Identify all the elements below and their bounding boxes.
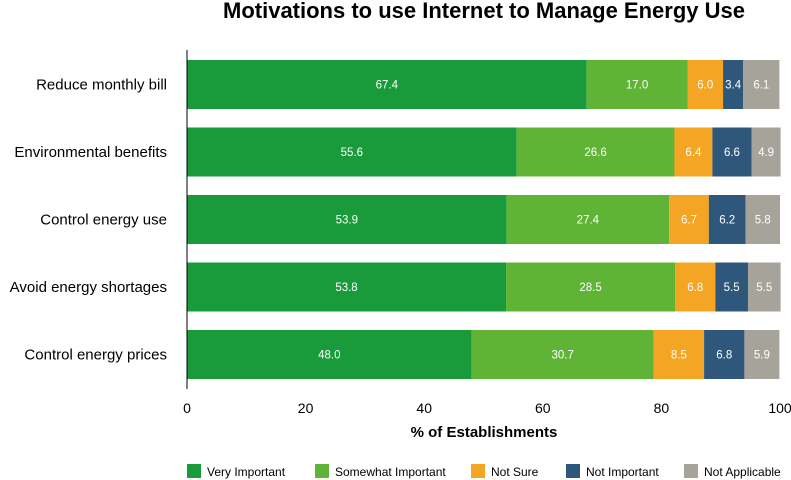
legend-swatch bbox=[315, 464, 329, 478]
data-label: 5.9 bbox=[754, 350, 770, 362]
legend-swatch bbox=[471, 464, 485, 478]
data-label: 6.0 bbox=[697, 80, 713, 92]
bar-segment bbox=[586, 60, 688, 109]
bar-segment bbox=[723, 60, 744, 109]
x-tick-label: 40 bbox=[416, 400, 432, 416]
data-label: 17.0 bbox=[626, 80, 648, 92]
bar-segment bbox=[712, 127, 752, 177]
bars-layer: 67.4 17.0 6.0 3.4 6.1 55.6 26.6 6.4 6.6 4.9 53.9 27… bbox=[187, 60, 781, 379]
bar-segment bbox=[187, 195, 507, 244]
legend-label: Not Applicable bbox=[704, 465, 781, 479]
data-label: 53.8 bbox=[335, 282, 357, 294]
bar-segment bbox=[674, 127, 713, 177]
category-label: Reduce monthly bill bbox=[36, 77, 167, 94]
bar-segment bbox=[653, 330, 705, 379]
bar-segment bbox=[704, 330, 745, 379]
bar-segment bbox=[715, 262, 748, 312]
data-label: 48.0 bbox=[318, 350, 340, 362]
legend-swatch bbox=[566, 464, 580, 478]
data-label: 5.5 bbox=[756, 282, 772, 294]
legend: Very Important Somewhat Important Not Sure… bbox=[187, 464, 781, 479]
bar-segment bbox=[669, 195, 709, 244]
data-label: 6.4 bbox=[685, 147, 702, 159]
data-label: 55.6 bbox=[341, 147, 363, 159]
legend-swatch bbox=[187, 464, 201, 478]
bar-segment bbox=[743, 60, 780, 109]
x-axis-label: % of Establishments bbox=[411, 424, 558, 441]
data-label: 4.9 bbox=[758, 147, 774, 159]
bar-segment bbox=[506, 262, 676, 312]
category-label: Control energy use bbox=[40, 212, 167, 229]
bar-segment bbox=[471, 330, 654, 379]
bar-segment bbox=[187, 60, 587, 109]
category-label: Environmental benefits bbox=[14, 144, 167, 161]
data-label: 26.6 bbox=[584, 147, 606, 159]
x-tick-label: 0 bbox=[183, 400, 191, 416]
legend-label: Not Sure bbox=[491, 465, 539, 479]
data-label: 3.4 bbox=[725, 80, 742, 92]
legend-label: Very Important bbox=[207, 465, 286, 479]
legend-label: Somewhat Important bbox=[335, 465, 446, 479]
data-label: 53.9 bbox=[336, 215, 358, 227]
x-tick-label: 80 bbox=[654, 400, 670, 416]
data-label: 8.5 bbox=[671, 350, 687, 362]
data-label: 6.8 bbox=[716, 350, 732, 362]
data-label: 27.4 bbox=[577, 215, 600, 227]
x-tick-label: 60 bbox=[535, 400, 551, 416]
bar-segment bbox=[187, 127, 517, 177]
data-label: 28.5 bbox=[579, 282, 601, 294]
data-label: 67.4 bbox=[376, 80, 399, 92]
bar-segment bbox=[675, 262, 716, 312]
data-label: 6.1 bbox=[753, 80, 769, 92]
bar-segment bbox=[747, 262, 781, 312]
bar-segment bbox=[744, 330, 780, 379]
data-label: 6.7 bbox=[681, 215, 697, 227]
x-tick-label: 100 bbox=[768, 400, 791, 416]
bar-segment bbox=[187, 262, 507, 312]
chart-title: Motivations to use Internet to Manage En… bbox=[223, 0, 745, 23]
bar-segment bbox=[506, 195, 670, 244]
bar-segment bbox=[708, 195, 746, 244]
bar-segment bbox=[516, 127, 675, 177]
legend-swatch bbox=[684, 464, 698, 478]
data-label: 5.5 bbox=[724, 282, 740, 294]
bar-segment bbox=[687, 60, 724, 109]
bar-segment bbox=[187, 330, 472, 379]
data-label: 30.7 bbox=[551, 350, 573, 362]
category-labels: Reduce monthly bill Environmental benefit… bbox=[10, 77, 167, 364]
data-label: 6.8 bbox=[687, 282, 703, 294]
x-tick-label: 20 bbox=[298, 400, 314, 416]
data-label: 6.6 bbox=[724, 147, 740, 159]
bar-segment bbox=[751, 127, 781, 177]
data-label: 5.8 bbox=[755, 215, 771, 227]
category-label: Control energy prices bbox=[24, 347, 167, 364]
legend-label: Not Important bbox=[586, 465, 659, 479]
bar-segment bbox=[745, 195, 780, 244]
category-label: Avoid energy shortages bbox=[10, 279, 167, 296]
x-axis-ticks: 0 20 40 60 80 100 bbox=[183, 400, 791, 416]
data-label: 6.2 bbox=[719, 215, 735, 227]
